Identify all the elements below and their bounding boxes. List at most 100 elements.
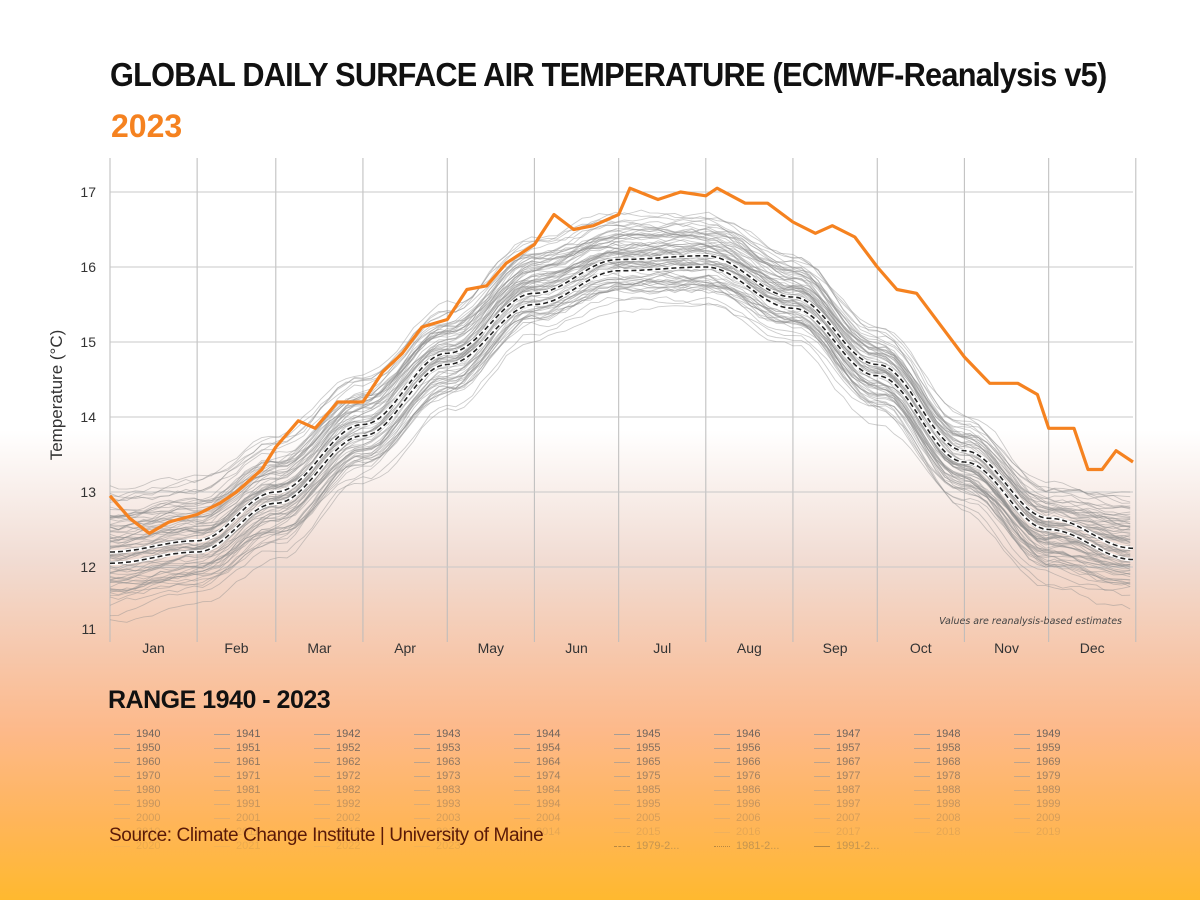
legend-item-1946[interactable]: 1946 <box>714 728 760 740</box>
legend-item-2016[interactable]: 2016 <box>714 826 760 838</box>
legend-item-1952[interactable]: 1952 <box>314 742 360 754</box>
legend-item-2017[interactable]: 2017 <box>814 826 860 838</box>
legend-label: 1963 <box>436 756 461 768</box>
legend-item-1955[interactable]: 1955 <box>614 742 660 754</box>
mean-line-1991 <box>110 255 1134 553</box>
legend-item-2014[interactable]: 2014 <box>514 826 560 838</box>
legend-item-1988[interactable]: 1988 <box>914 784 960 796</box>
legend-item-mean[interactable]: 1979-2... <box>614 840 679 852</box>
legend-swatch <box>714 733 730 735</box>
legend-item-1986[interactable]: 1986 <box>714 784 760 796</box>
legend-swatch <box>814 775 830 777</box>
legend-item-2021[interactable]: 2021 <box>214 840 260 852</box>
legend-item-1980[interactable]: 1980 <box>114 784 160 796</box>
legend-item-1959[interactable]: 1959 <box>1014 742 1060 754</box>
legend-item-1958[interactable]: 1958 <box>914 742 960 754</box>
legend-item-1990[interactable]: 1990 <box>114 798 160 810</box>
legend-item-2009[interactable]: 2009 <box>1014 812 1060 824</box>
legend-item-2005[interactable]: 2005 <box>614 812 660 824</box>
legend-item-1940[interactable]: 1940 <box>114 728 160 740</box>
legend-item-1994[interactable]: 1994 <box>514 798 560 810</box>
legend-item-1951[interactable]: 1951 <box>214 742 260 754</box>
legend-item-2007[interactable]: 2007 <box>814 812 860 824</box>
legend-item-2006[interactable]: 2006 <box>714 812 760 824</box>
legend-item-1944[interactable]: 1944 <box>514 728 560 740</box>
legend-item-2004[interactable]: 2004 <box>514 812 560 824</box>
history-line-1975 <box>109 259 1131 556</box>
legend-item-2008[interactable]: 2008 <box>914 812 960 824</box>
legend-item-1998[interactable]: 1998 <box>914 798 960 810</box>
legend-item-1996[interactable]: 1996 <box>714 798 760 810</box>
legend-item-1942[interactable]: 1942 <box>314 728 360 740</box>
legend-item-1993[interactable]: 1993 <box>414 798 460 810</box>
legend-item-1982[interactable]: 1982 <box>314 784 360 796</box>
legend-item-1985[interactable]: 1985 <box>614 784 660 796</box>
legend-item-1945[interactable]: 1945 <box>614 728 660 740</box>
legend-item-1965[interactable]: 1965 <box>614 756 660 768</box>
legend-item-1961[interactable]: 1961 <box>214 756 260 768</box>
legend-item-2011[interactable]: 2011 <box>214 826 260 838</box>
legend-item-1964[interactable]: 1964 <box>514 756 560 768</box>
legend-label: 1974 <box>536 770 561 782</box>
legend-item-1978[interactable]: 1978 <box>914 770 960 782</box>
legend-item-mean[interactable]: 1991-2... <box>814 840 879 852</box>
legend-item-1950[interactable]: 1950 <box>114 742 160 754</box>
legend-item-1963[interactable]: 1963 <box>414 756 460 768</box>
legend-item-1947[interactable]: 1947 <box>814 728 860 740</box>
legend-item-1981[interactable]: 1981 <box>214 784 260 796</box>
legend-item-1977[interactable]: 1977 <box>814 770 860 782</box>
legend-item-1999[interactable]: 1999 <box>1014 798 1060 810</box>
legend-item-1991[interactable]: 1991 <box>214 798 260 810</box>
legend-item-1983[interactable]: 1983 <box>414 784 460 796</box>
legend-item-1972[interactable]: 1972 <box>314 770 360 782</box>
legend-item-2010[interactable]: 2010 <box>114 826 160 838</box>
legend-item-1948[interactable]: 1948 <box>914 728 960 740</box>
legend-item-2001[interactable]: 2001 <box>214 812 260 824</box>
legend-item-1984[interactable]: 1984 <box>514 784 560 796</box>
legend-item-1973[interactable]: 1973 <box>414 770 460 782</box>
legend-item-2022[interactable]: 2022 <box>314 840 360 852</box>
legend-item-1979[interactable]: 1979 <box>1014 770 1060 782</box>
legend-item-2019[interactable]: 2019 <box>1014 826 1060 838</box>
legend-item-1971[interactable]: 1971 <box>214 770 260 782</box>
history-line-2011 <box>109 232 1131 523</box>
legend-item-mean[interactable]: 1981-2... <box>714 840 779 852</box>
legend-item-2000[interactable]: 2000 <box>114 812 160 824</box>
legend-item-2020[interactable]: 2020 <box>114 840 160 852</box>
legend-item-1949[interactable]: 1949 <box>1014 728 1060 740</box>
legend-item-1987[interactable]: 1987 <box>814 784 860 796</box>
legend-item-1974[interactable]: 1974 <box>514 770 560 782</box>
legend-item-2012[interactable]: 2012 <box>314 826 360 838</box>
legend-item-1954[interactable]: 1954 <box>514 742 560 754</box>
y-tick-label: 15 <box>80 334 96 350</box>
legend-label: 1981 <box>236 784 261 796</box>
legend-label: 1958 <box>936 742 961 754</box>
legend-item-1960[interactable]: 1960 <box>114 756 160 768</box>
legend-item-2015[interactable]: 2015 <box>614 826 660 838</box>
legend-item-1995[interactable]: 1995 <box>614 798 660 810</box>
legend-item-1967[interactable]: 1967 <box>814 756 860 768</box>
legend-item-1962[interactable]: 1962 <box>314 756 360 768</box>
legend-item-1941[interactable]: 1941 <box>214 728 260 740</box>
legend-item-1970[interactable]: 1970 <box>114 770 160 782</box>
legend-item-1956[interactable]: 1956 <box>714 742 760 754</box>
legend-item-1957[interactable]: 1957 <box>814 742 860 754</box>
history-line-1942 <box>109 273 1131 585</box>
legend-item-2023[interactable]: 2023 <box>414 840 460 852</box>
legend-item-1953[interactable]: 1953 <box>414 742 460 754</box>
legend-item-1968[interactable]: 1968 <box>914 756 960 768</box>
legend-item-1975[interactable]: 1975 <box>614 770 660 782</box>
legend-item-1989[interactable]: 1989 <box>1014 784 1060 796</box>
history-line-1946 <box>109 275 1131 582</box>
legend-item-1992[interactable]: 1992 <box>314 798 360 810</box>
legend-swatch <box>514 831 530 833</box>
legend-item-1969[interactable]: 1969 <box>1014 756 1060 768</box>
legend-item-1976[interactable]: 1976 <box>714 770 760 782</box>
legend-item-2018[interactable]: 2018 <box>914 826 960 838</box>
legend-item-2003[interactable]: 2003 <box>414 812 460 824</box>
legend-item-2013[interactable]: 2013 <box>414 826 460 838</box>
legend-item-1966[interactable]: 1966 <box>714 756 760 768</box>
legend-item-2002[interactable]: 2002 <box>314 812 360 824</box>
legend-item-1943[interactable]: 1943 <box>414 728 460 740</box>
legend-item-1997[interactable]: 1997 <box>814 798 860 810</box>
